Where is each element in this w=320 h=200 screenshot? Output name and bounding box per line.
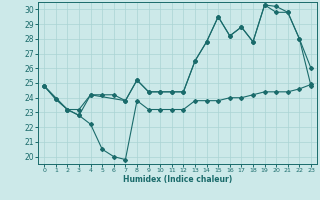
X-axis label: Humidex (Indice chaleur): Humidex (Indice chaleur) (123, 175, 232, 184)
